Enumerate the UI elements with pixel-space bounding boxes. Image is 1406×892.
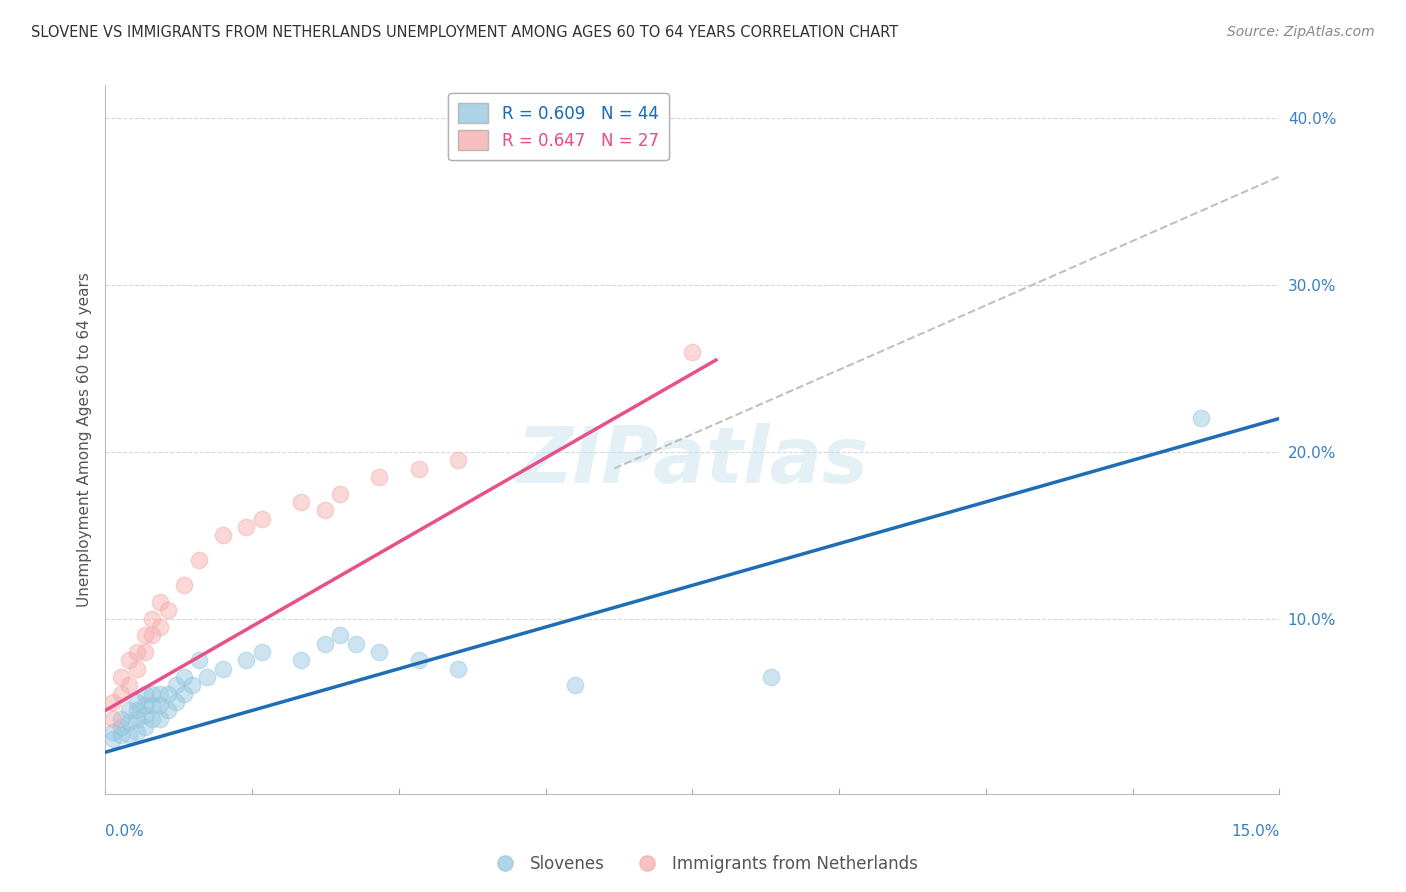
Text: Source: ZipAtlas.com: Source: ZipAtlas.com — [1227, 25, 1375, 39]
Point — [759, 670, 782, 684]
Point — [134, 628, 156, 642]
Point — [368, 645, 391, 659]
Point — [141, 628, 163, 642]
Point — [125, 712, 148, 726]
Point — [290, 495, 312, 509]
Point — [149, 620, 172, 634]
Point — [446, 662, 468, 676]
Text: ZIPatlas: ZIPatlas — [516, 423, 869, 499]
Point — [1189, 411, 1212, 425]
Point — [211, 662, 233, 676]
Point — [314, 637, 336, 651]
Point — [329, 486, 352, 500]
Point — [344, 637, 367, 651]
Point — [110, 720, 132, 734]
Point — [149, 687, 172, 701]
Point — [118, 729, 141, 743]
Point — [408, 461, 430, 475]
Point — [125, 645, 148, 659]
Point — [564, 678, 586, 692]
Point — [173, 578, 195, 592]
Point — [188, 653, 211, 667]
Point — [134, 645, 156, 659]
Point — [125, 695, 148, 709]
Point — [118, 715, 141, 730]
Point — [110, 687, 132, 701]
Point — [368, 470, 391, 484]
Point — [141, 698, 163, 713]
Point — [188, 553, 211, 567]
Point — [235, 653, 257, 667]
Point — [165, 678, 187, 692]
Point — [125, 703, 148, 717]
Point — [141, 687, 163, 701]
Point — [103, 695, 125, 709]
Point — [408, 653, 430, 667]
Point — [681, 344, 703, 359]
Point — [149, 595, 172, 609]
Point — [118, 678, 141, 692]
Point — [173, 670, 195, 684]
Point — [118, 653, 141, 667]
Point — [110, 712, 132, 726]
Point — [134, 720, 156, 734]
Point — [118, 703, 141, 717]
Text: 0.0%: 0.0% — [105, 824, 145, 838]
Text: SLOVENE VS IMMIGRANTS FROM NETHERLANDS UNEMPLOYMENT AMONG AGES 60 TO 64 YEARS CO: SLOVENE VS IMMIGRANTS FROM NETHERLANDS U… — [31, 25, 898, 40]
Point — [211, 528, 233, 542]
Legend: R = 0.609   N = 44, R = 0.647   N = 27: R = 0.609 N = 44, R = 0.647 N = 27 — [449, 93, 669, 161]
Point — [235, 520, 257, 534]
Point — [446, 453, 468, 467]
Point — [314, 503, 336, 517]
Point — [110, 729, 132, 743]
Y-axis label: Unemployment Among Ages 60 to 64 years: Unemployment Among Ages 60 to 64 years — [76, 272, 91, 607]
Text: 15.0%: 15.0% — [1232, 824, 1279, 838]
Point — [125, 725, 148, 739]
Point — [165, 695, 187, 709]
Point — [157, 703, 180, 717]
Point — [329, 628, 352, 642]
Point — [134, 698, 156, 713]
Point — [103, 725, 125, 739]
Point — [157, 603, 180, 617]
Point — [134, 687, 156, 701]
Point — [250, 511, 273, 525]
Point — [141, 712, 163, 726]
Point — [134, 708, 156, 723]
Point — [103, 712, 125, 726]
Point — [180, 678, 202, 692]
Point — [149, 712, 172, 726]
Point — [149, 698, 172, 713]
Point — [173, 687, 195, 701]
Point — [250, 645, 273, 659]
Point — [110, 670, 132, 684]
Point — [157, 687, 180, 701]
Point — [103, 731, 125, 746]
Point — [141, 612, 163, 626]
Point — [125, 662, 148, 676]
Legend: Slovenes, Immigrants from Netherlands: Slovenes, Immigrants from Netherlands — [482, 848, 924, 880]
Point — [195, 670, 218, 684]
Point — [290, 653, 312, 667]
